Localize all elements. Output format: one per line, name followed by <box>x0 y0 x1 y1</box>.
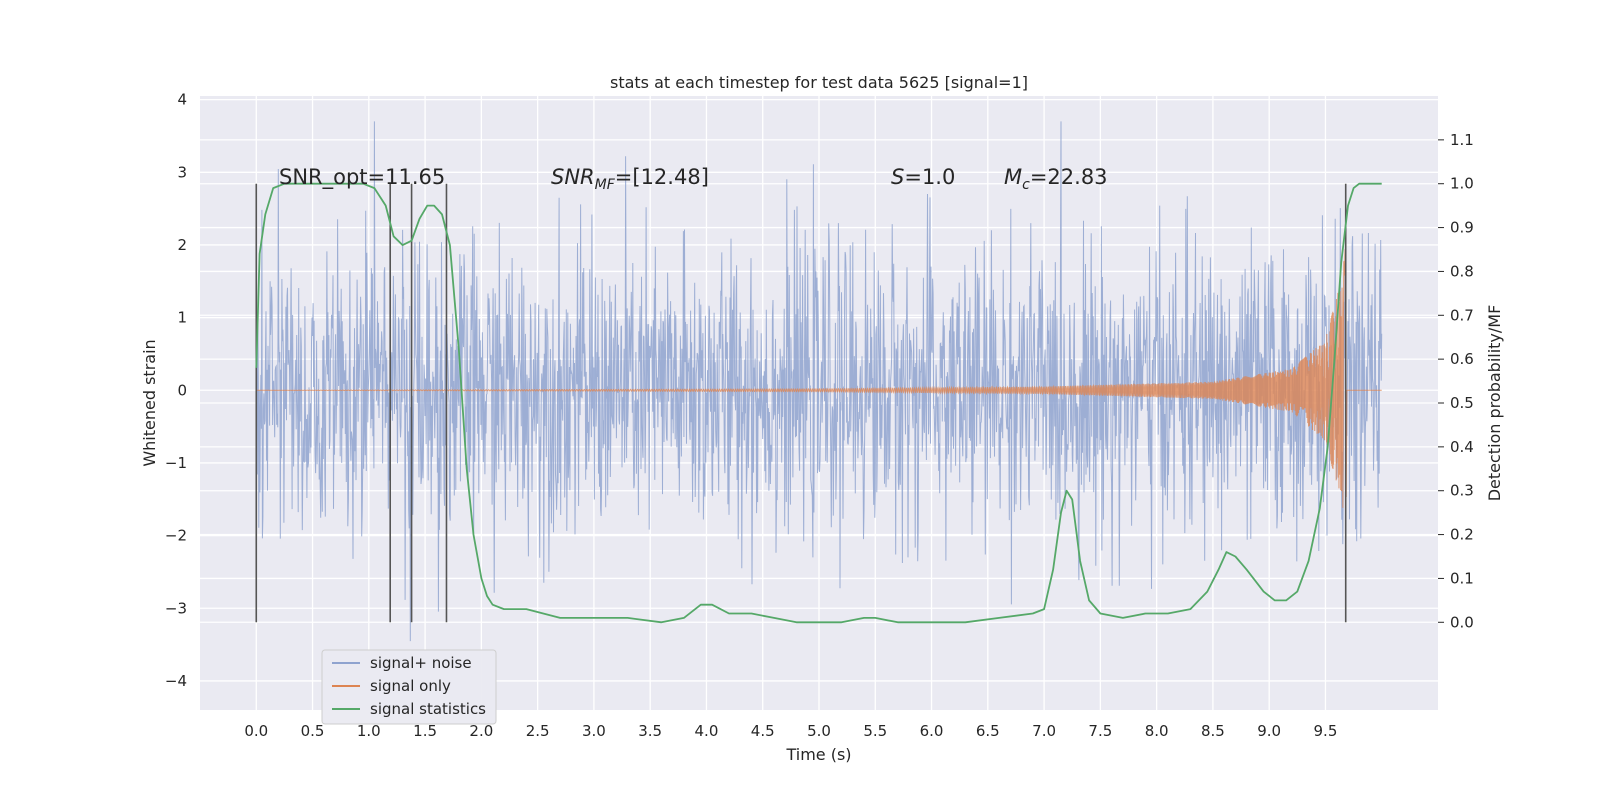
x-axis-ticks: 0.0 0.5 1.0 1.5 2.0 2.5 3.0 3.5 4.0 4.5 5.0 5.5 6.0 6… <box>244 722 1337 740</box>
series-signal-statistics <box>255 182 1382 624</box>
x-tick-label: 5.5 <box>863 722 887 740</box>
y-axis-label: Whitened strain <box>140 339 159 466</box>
series-signal-only <box>256 249 1382 542</box>
y2-tick-label: 0.9 <box>1450 219 1474 237</box>
legend-label-signal-noise: signal+ noise <box>370 654 472 672</box>
x-tick-label: 2.5 <box>526 722 550 740</box>
y2-tick-label: 0.4 <box>1450 438 1474 456</box>
x-tick-label: 7.5 <box>1088 722 1112 740</box>
x-tick-label: 6.0 <box>920 722 944 740</box>
x-tick-label: 0.0 <box>244 722 268 740</box>
y2-tick-label: 1.0 <box>1450 175 1474 193</box>
signal-statistics-line <box>255 182 1382 624</box>
annotation-mc: Mc=22.83 <box>1004 165 1108 193</box>
y-tick-label: 3 <box>177 163 187 181</box>
y2-tick-label: 0.5 <box>1450 394 1474 412</box>
x-tick-label: 0.5 <box>301 722 325 740</box>
y-tick-label: 1 <box>177 309 187 327</box>
x-tick-label: 6.5 <box>976 722 1000 740</box>
x-tick-label: 2.0 <box>469 722 493 740</box>
signal-noise-line <box>255 121 1383 642</box>
legend-box <box>321 649 497 725</box>
y2-tick-label: 0.7 <box>1450 306 1474 324</box>
x-axis-label: Time (s) <box>785 745 851 764</box>
y2-tick-label: 0.0 <box>1450 613 1474 631</box>
y-axis-ticks: 4 3 2 1 0 −1 −2 −3 −4 <box>165 91 187 690</box>
y2-tick-label: 0.1 <box>1450 569 1474 587</box>
y-tick-label: −1 <box>165 454 187 472</box>
y2-axis-label: Detection probability/MF <box>1485 305 1504 502</box>
x-tick-label: 9.5 <box>1314 722 1338 740</box>
x-tick-label: 4.0 <box>695 722 719 740</box>
y-tick-label: 2 <box>177 236 187 254</box>
y2-tick-label: 0.6 <box>1450 350 1474 368</box>
y-tick-label: 4 <box>177 91 187 109</box>
annotation-s: S=1.0 <box>891 165 955 189</box>
y-tick-label: −2 <box>165 527 187 545</box>
y2-axis-ticks: 0.0 0.1 0.2 0.3 0.4 0.5 0.6 0.7 0.8 0.9 1.0 1.1 <box>1438 131 1474 631</box>
series-signal-noise <box>255 121 1383 642</box>
y-tick-label: 0 <box>177 381 187 399</box>
x-tick-label: 8.0 <box>1145 722 1169 740</box>
vertical-markers <box>255 183 1347 623</box>
y-tick-label: −3 <box>165 599 187 617</box>
y2-tick-label: 0.2 <box>1450 526 1474 544</box>
chart-title: stats at each timestep for test data 562… <box>610 73 1028 92</box>
x-tick-label: 8.5 <box>1201 722 1225 740</box>
annotation-snr-mf: SNRMF=[12.48] <box>551 165 709 193</box>
y2-tick-label: 1.1 <box>1450 131 1474 149</box>
x-tick-label: 1.0 <box>357 722 381 740</box>
legend: signal+ noise signal only signal statist… <box>321 649 497 725</box>
x-tick-label: 3.5 <box>638 722 662 740</box>
x-tick-label: 5.0 <box>807 722 831 740</box>
signal-only-line <box>256 249 1382 542</box>
y-tick-label: −4 <box>165 672 187 690</box>
y2-tick-label: 0.8 <box>1450 262 1474 280</box>
legend-label-signal-statistics: signal statistics <box>370 700 486 718</box>
x-tick-label: 9.0 <box>1257 722 1281 740</box>
y2-tick-label: 0.3 <box>1450 482 1474 500</box>
x-tick-label: 4.5 <box>751 722 775 740</box>
legend-label-signal-only: signal only <box>370 677 451 695</box>
annotation-snr-opt: SNR_opt=11.65 <box>279 165 445 190</box>
x-tick-label: 1.5 <box>413 722 437 740</box>
x-tick-label: 7.0 <box>1032 722 1056 740</box>
x-tick-label: 3.0 <box>582 722 606 740</box>
